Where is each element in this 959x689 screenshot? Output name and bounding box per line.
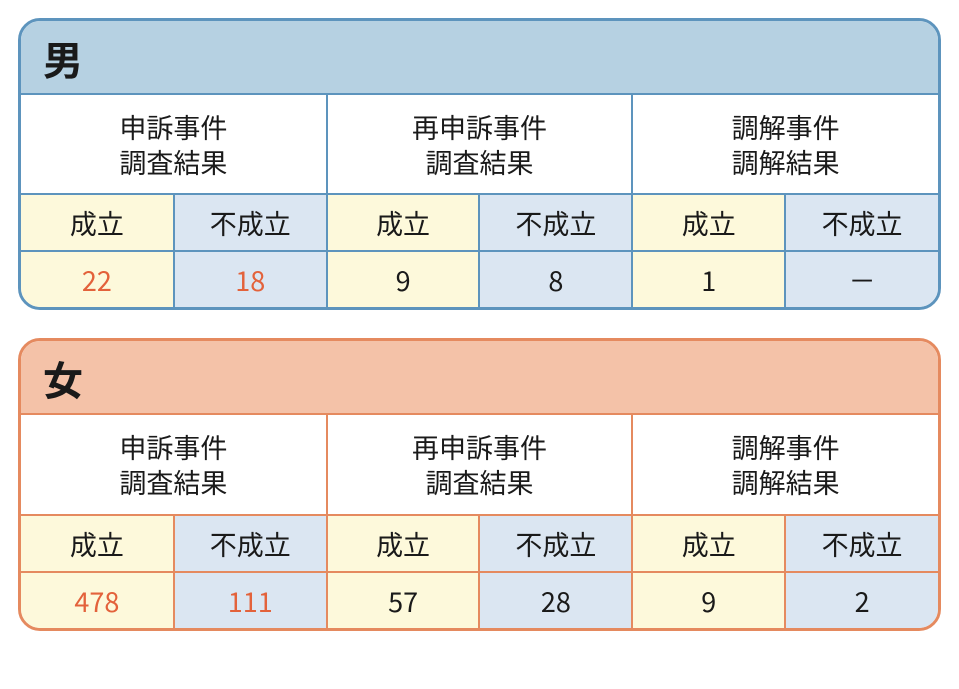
category-line1: 調解事件 <box>732 427 840 466</box>
value-row: 478 111 57 28 9 2 <box>21 572 938 628</box>
category-line2: 調解結果 <box>732 142 840 181</box>
panel-title-male: 男 <box>21 21 938 93</box>
sublabel-established: 成立 <box>21 515 174 572</box>
panel-female: 女 申訴事件 調査結果 再申訴事件 調査結果 調解事件 調解結果 成立 不成立 … <box>18 338 941 630</box>
category-line2: 調査結果 <box>425 142 533 181</box>
sublabel-not-established: 不成立 <box>479 515 632 572</box>
panel-male: 男 申訴事件 調査結果 再申訴事件 調査結果 調解事件 調解結果 成立 不成立 … <box>18 18 941 310</box>
category-line2: 調査結果 <box>425 462 533 501</box>
value-cell: 8 <box>479 251 632 307</box>
value-cell: 478 <box>21 572 174 628</box>
table-female: 申訴事件 調査結果 再申訴事件 調査結果 調解事件 調解結果 成立 不成立 成立… <box>21 413 938 627</box>
value-cell: 2 <box>785 572 938 628</box>
category-cell: 申訴事件 調査結果 <box>21 414 327 514</box>
value-cell: 18 <box>174 251 327 307</box>
sublabel-not-established: 不成立 <box>479 194 632 251</box>
value-row: 22 18 9 8 1 － <box>21 251 938 307</box>
category-line1: 申訴事件 <box>119 427 227 466</box>
category-line2: 調解結果 <box>732 462 840 501</box>
value-cell: 57 <box>327 572 480 628</box>
table-male: 申訴事件 調査結果 再申訴事件 調査結果 調解事件 調解結果 成立 不成立 成立… <box>21 93 938 307</box>
sublabel-not-established: 不成立 <box>785 194 938 251</box>
value-cell: 9 <box>632 572 785 628</box>
sublabel-row: 成立 不成立 成立 不成立 成立 不成立 <box>21 515 938 572</box>
category-line1: 再申訴事件 <box>412 427 547 466</box>
category-line2: 調査結果 <box>119 142 227 181</box>
sublabel-established: 成立 <box>21 194 174 251</box>
category-row: 申訴事件 調査結果 再申訴事件 調査結果 調解事件 調解結果 <box>21 94 938 194</box>
sublabel-established: 成立 <box>632 515 785 572</box>
sublabel-not-established: 不成立 <box>785 515 938 572</box>
value-cell: 1 <box>632 251 785 307</box>
panel-title-female: 女 <box>21 341 938 413</box>
sublabel-established: 成立 <box>327 194 480 251</box>
value-cell: 9 <box>327 251 480 307</box>
sublabel-row: 成立 不成立 成立 不成立 成立 不成立 <box>21 194 938 251</box>
category-cell: 調解事件 調解結果 <box>632 414 938 514</box>
category-line2: 調査結果 <box>119 462 227 501</box>
category-line1: 再申訴事件 <box>412 107 547 146</box>
category-cell: 再申訴事件 調査結果 <box>327 414 633 514</box>
sublabel-established: 成立 <box>327 515 480 572</box>
sublabel-not-established: 不成立 <box>174 515 327 572</box>
value-cell: 22 <box>21 251 174 307</box>
sublabel-established: 成立 <box>632 194 785 251</box>
sublabel-not-established: 不成立 <box>174 194 327 251</box>
category-row: 申訴事件 調査結果 再申訴事件 調査結果 調解事件 調解結果 <box>21 414 938 514</box>
category-cell: 再申訴事件 調査結果 <box>327 94 633 194</box>
value-cell: 111 <box>174 572 327 628</box>
value-cell: － <box>785 251 938 307</box>
category-line1: 申訴事件 <box>119 107 227 146</box>
category-line1: 調解事件 <box>732 107 840 146</box>
category-cell: 申訴事件 調査結果 <box>21 94 327 194</box>
category-cell: 調解事件 調解結果 <box>632 94 938 194</box>
value-cell: 28 <box>479 572 632 628</box>
